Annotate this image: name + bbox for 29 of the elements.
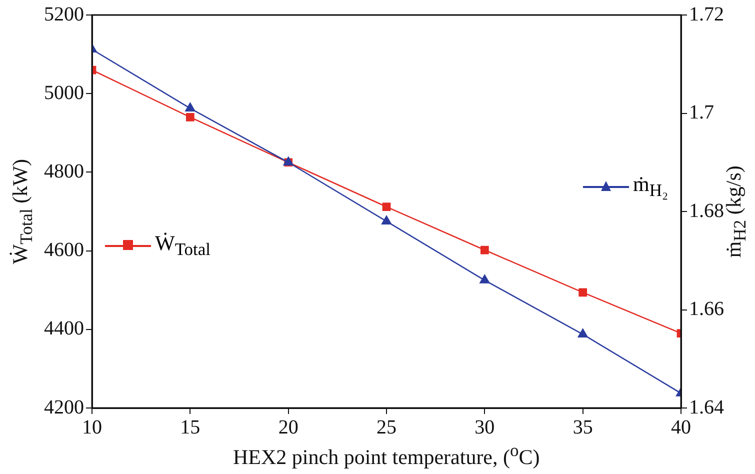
y2-tick-label: 1.72 (689, 3, 724, 26)
point (382, 216, 392, 224)
x-tick-label: 20 (278, 416, 298, 438)
point (480, 246, 489, 254)
x-tick-label: 15 (180, 416, 200, 438)
x-axis-title: HEX2 pinch point temperature, ($^{o}$C) (233, 440, 540, 470)
y2-tick-label: 1.66 (689, 298, 724, 320)
x-tick-label: 30 (474, 416, 495, 438)
y-tick-label: 4400 (44, 318, 84, 340)
y-tick-label: 4600 (44, 239, 84, 262)
x-tick-label: 25 (376, 416, 396, 438)
y-tick-label: 5000 (44, 82, 84, 104)
point (578, 288, 588, 297)
legend-label: Ẇ$_{Total}$ (155, 230, 211, 260)
legend-label: ṁ$_{H₂}$ (633, 172, 668, 201)
x-tick-label: 35 (572, 416, 593, 438)
point (185, 102, 196, 112)
point (186, 112, 194, 122)
y-tick-label: 4800 (44, 160, 84, 182)
y2-tick-label: 1.64 (689, 396, 724, 418)
x-tick-label: 40 (671, 416, 691, 438)
y-tick-label: 5200 (44, 3, 84, 26)
y2-tick-label: 1.7 (689, 102, 714, 124)
y2-tick-label: 1.68 (689, 200, 724, 222)
y-tick-label: 4200 (44, 396, 84, 418)
x-tick-label: 10 (82, 416, 102, 438)
point (480, 274, 490, 284)
point (578, 328, 588, 338)
point (382, 202, 391, 211)
